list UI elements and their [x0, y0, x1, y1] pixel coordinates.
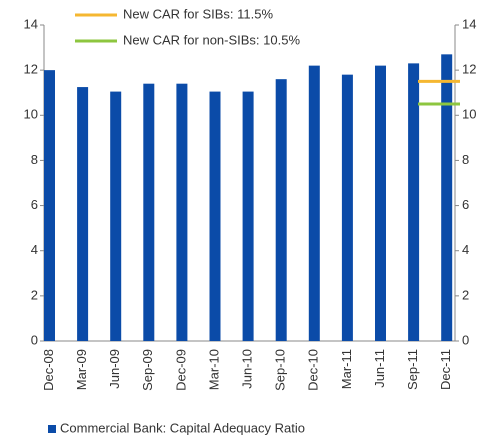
x-tick-label: Sep-10 — [273, 349, 288, 391]
bar — [209, 91, 221, 341]
y-tick-label: 4 — [31, 242, 38, 257]
y2-tick-label: 2 — [462, 287, 469, 302]
x-tick-label: Jun-10 — [240, 349, 255, 389]
bar — [408, 63, 420, 341]
y-tick-label: 10 — [24, 107, 38, 122]
y2-tick-label: 14 — [462, 16, 476, 31]
x-tick-label: Jun-11 — [372, 349, 387, 388]
x-tick-label: Dec-11 — [438, 349, 453, 390]
y2-tick-label: 6 — [462, 197, 469, 212]
y-tick-label: 2 — [31, 287, 38, 302]
y2-tick-label: 8 — [462, 152, 469, 167]
y-tick-label: 8 — [31, 152, 38, 167]
legend-swatch — [48, 425, 56, 433]
bar — [44, 70, 55, 342]
y-tick-label: 12 — [24, 62, 38, 77]
x-tick-label: Mar-11 — [339, 349, 354, 389]
legend-label: New CAR for SIBs: 11.5% — [123, 6, 273, 21]
x-tick-label: Mar-09 — [74, 349, 89, 390]
bar — [441, 54, 453, 341]
x-tick-label: Mar-10 — [206, 349, 221, 390]
bar — [275, 79, 287, 342]
y2-tick-label: 0 — [462, 332, 469, 347]
x-tick-label: Sep-11 — [405, 349, 420, 390]
bar — [308, 65, 320, 341]
bar — [341, 74, 353, 342]
bar — [375, 65, 386, 341]
bar — [176, 83, 188, 341]
x-tick-label: Sep-09 — [140, 349, 155, 391]
x-tick-label: Dec-08 — [41, 349, 56, 391]
y-tick-label: 14 — [24, 16, 38, 31]
x-tick-label: Dec-10 — [306, 349, 321, 391]
y2-tick-label: 10 — [462, 107, 476, 122]
y-tick-label: 0 — [31, 332, 38, 347]
bar — [110, 91, 122, 341]
legend-label: New CAR for non-SIBs: 10.5% — [123, 32, 300, 47]
y-tick-label: 6 — [31, 197, 38, 212]
bar — [143, 83, 155, 341]
y2-tick-label: 4 — [462, 242, 469, 257]
x-tick-label: Jun-09 — [107, 349, 122, 389]
bar — [77, 87, 89, 341]
x-tick-label: Dec-09 — [173, 349, 188, 391]
bar — [242, 91, 254, 341]
y2-tick-label: 12 — [462, 62, 476, 77]
legend-label: Commercial Bank: Capital Adequacy Ratio — [60, 420, 305, 435]
